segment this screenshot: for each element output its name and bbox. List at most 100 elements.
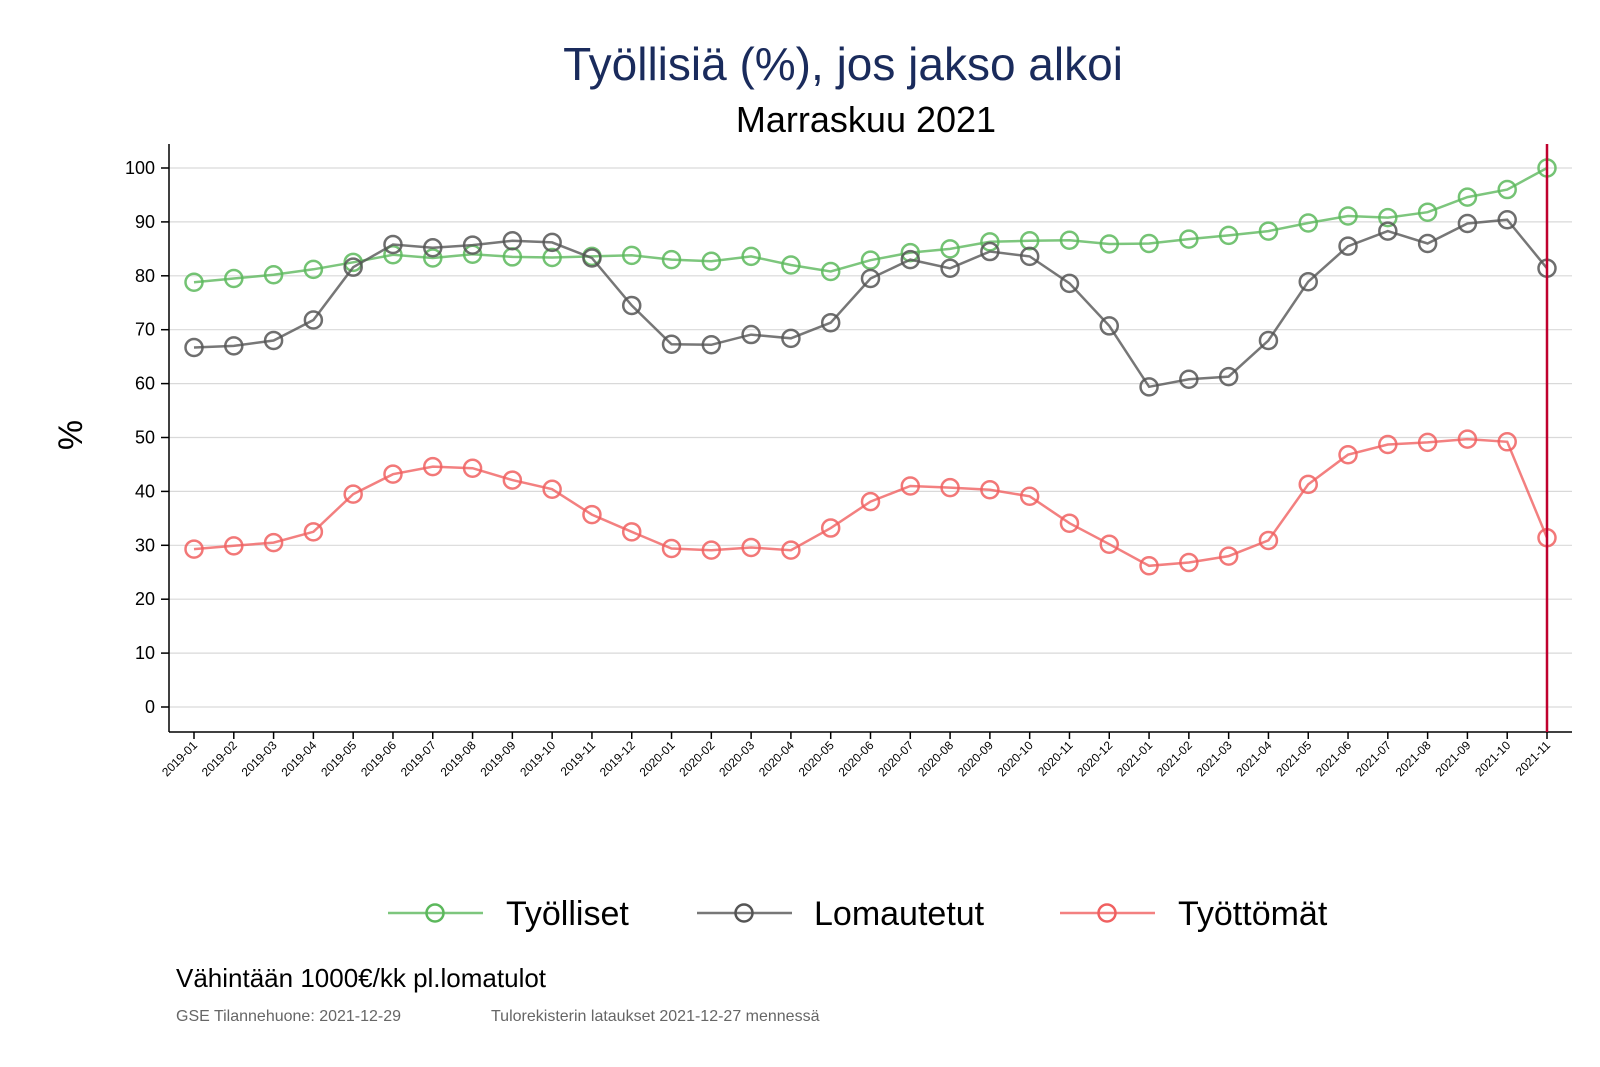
data-point — [1059, 513, 1080, 533]
legend-label: Työlliset — [506, 895, 629, 933]
y-tick-label: 30 — [135, 535, 155, 555]
data-point — [820, 518, 841, 538]
y-tick-label: 60 — [135, 374, 155, 394]
legend-label: Työttömät — [1178, 895, 1328, 933]
data-point — [701, 251, 722, 271]
data-point — [423, 238, 443, 258]
data-point — [462, 458, 483, 478]
data-point — [343, 484, 363, 504]
legend-marker — [734, 903, 754, 923]
legend-item: Työlliset — [388, 895, 629, 933]
y-tick-label: 40 — [135, 481, 155, 501]
data-point — [980, 480, 1000, 500]
data-point — [1179, 229, 1199, 249]
data-point — [1457, 213, 1478, 234]
data-point — [1417, 432, 1438, 453]
data-point — [502, 231, 523, 251]
data-point — [1218, 546, 1239, 566]
data-point — [582, 504, 602, 525]
data-point — [1139, 556, 1159, 576]
data-point — [1378, 434, 1398, 455]
legend-label: Lomautetut — [814, 895, 985, 933]
source-right: Tulorekisterin lataukset 2021-12-27 menn… — [491, 1008, 820, 1025]
y-tick-label: 90 — [135, 212, 155, 232]
y-tick-label: 0 — [145, 697, 155, 717]
data-point — [621, 522, 642, 542]
data-point — [383, 245, 403, 265]
data-point — [1258, 221, 1279, 241]
data-point — [1258, 530, 1279, 551]
data-point — [1019, 486, 1040, 507]
data-point — [940, 477, 960, 498]
axes — [161, 144, 1572, 739]
y-tick-label: 80 — [135, 266, 155, 286]
data-point — [1457, 429, 1478, 449]
footnote: Vähintään 1000€/kk pl.lomatulot — [176, 963, 547, 993]
data-point — [1298, 474, 1318, 495]
series-line — [193, 166, 1548, 284]
data-point — [383, 464, 403, 484]
data-point — [1179, 369, 1199, 390]
data-point — [1417, 202, 1438, 222]
data-point — [860, 250, 881, 270]
data-point — [1298, 213, 1318, 233]
data-point — [1019, 246, 1040, 267]
data-point — [1338, 206, 1358, 226]
data-point — [820, 261, 841, 282]
data-point — [621, 295, 642, 316]
data-point — [741, 246, 761, 267]
source-left: GSE Tilannehuone: 2021-12-29 — [176, 1008, 401, 1025]
data-point — [1298, 271, 1318, 292]
data-point — [701, 335, 722, 355]
legend-item: Lomautetut — [697, 895, 985, 933]
data-point — [1099, 534, 1120, 554]
data-point — [900, 242, 921, 263]
series-Työlliset — [184, 158, 1557, 293]
data-point — [1457, 187, 1478, 207]
data-point — [224, 268, 244, 289]
data-point — [980, 241, 1000, 262]
legend-marker — [425, 903, 445, 923]
data-point — [263, 264, 284, 285]
series-line — [193, 437, 1549, 568]
data-point — [900, 476, 921, 496]
data-point — [900, 249, 921, 270]
data-point — [661, 538, 682, 559]
data-point — [184, 272, 204, 293]
data-point — [1258, 330, 1279, 351]
data-point — [1019, 231, 1040, 251]
data-point — [820, 312, 841, 333]
data-point — [1417, 233, 1438, 254]
data-point — [1218, 225, 1239, 246]
chart-subtitle: Marraskuu 2021 — [736, 99, 996, 140]
data-point — [781, 255, 801, 275]
data-point — [1497, 179, 1517, 200]
data-point — [621, 245, 642, 266]
legend-item: Työttömät — [1060, 895, 1328, 933]
y-tick-label: 20 — [135, 589, 155, 609]
y-axis-label: % — [52, 420, 90, 450]
data-point — [661, 334, 682, 355]
series-Työttömät — [184, 429, 1557, 576]
data-point — [1099, 316, 1120, 336]
chart-title: Työllisiä (%), jos jakso alkoi — [563, 38, 1123, 90]
data-point — [1139, 377, 1159, 397]
data-point — [502, 470, 523, 490]
data-point — [1497, 432, 1517, 452]
data-point — [1218, 366, 1239, 387]
data-point — [1338, 444, 1358, 465]
data-point — [1099, 234, 1120, 254]
data-point — [940, 258, 960, 279]
data-point — [1139, 233, 1159, 254]
data-point — [224, 536, 244, 556]
data-point — [1338, 236, 1358, 256]
legend: Työlliset Lomautetut Työttömät — [388, 895, 1328, 933]
data-point — [184, 539, 204, 559]
data-point — [781, 540, 801, 560]
data-point — [582, 248, 602, 268]
data-point — [860, 268, 881, 289]
data-point — [542, 232, 562, 253]
data-point — [224, 336, 244, 356]
data-point — [1497, 209, 1517, 230]
gridlines — [169, 167, 1572, 708]
